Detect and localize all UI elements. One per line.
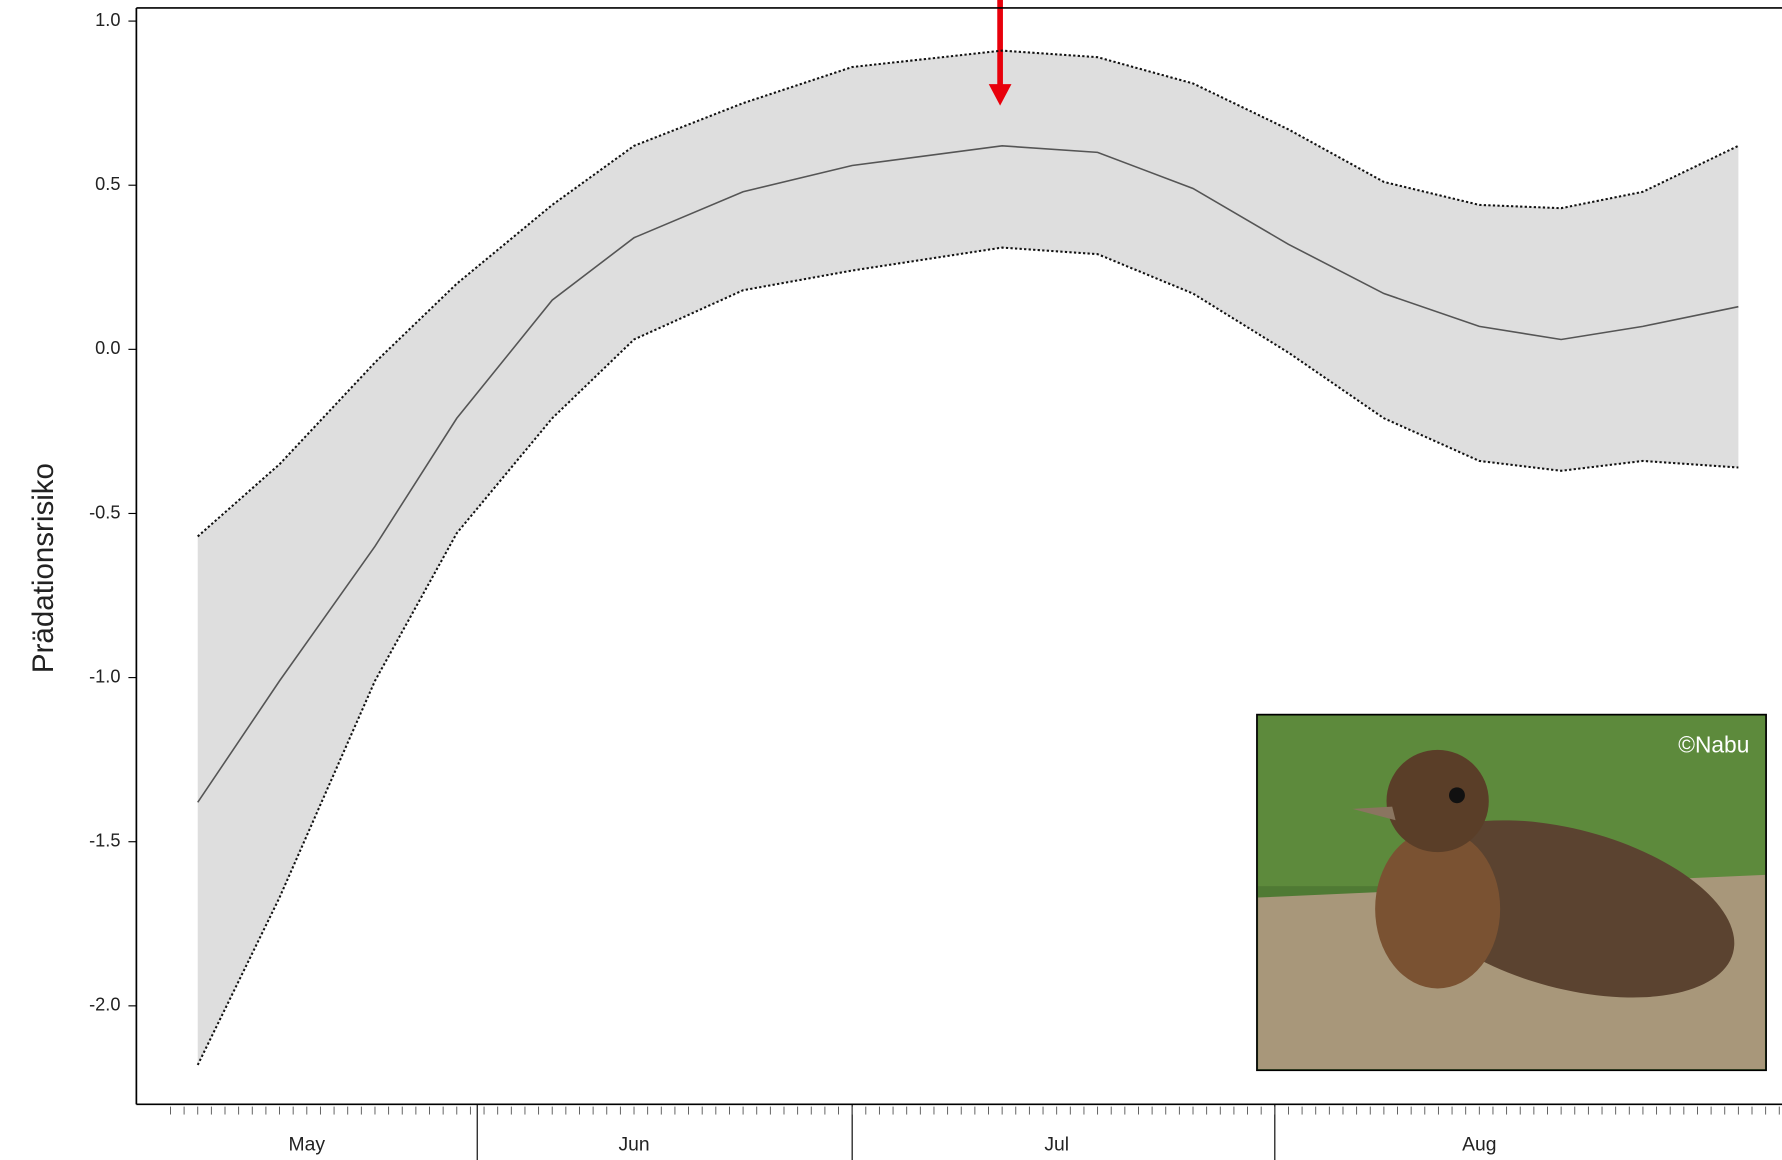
photo-bird-breast — [1375, 829, 1500, 988]
x-tick-label: Aug — [1462, 1134, 1496, 1155]
y-tick-label: -1.5 — [89, 831, 120, 851]
y-tick-label: 1.0 — [95, 10, 120, 30]
y-tick-label: -2.0 — [89, 995, 120, 1015]
page: Prädationsrisiko ©Nabu 1.0 0.5 0.0 -0.5 -1.0… — [0, 0, 1782, 1160]
x-tick-label: May — [289, 1134, 326, 1155]
photo-bird-eye — [1449, 787, 1465, 803]
y-tick-label: 0.5 — [95, 174, 120, 194]
y-tick-label: -0.5 — [89, 502, 120, 522]
photo-credit: ©Nabu — [1678, 731, 1749, 757]
x-tick-label: Jun — [618, 1134, 649, 1155]
y-axis-label: Prädationsrisiko — [27, 463, 60, 673]
y-tick-label: 0.0 — [95, 338, 120, 358]
chart: Prädationsrisiko ©Nabu 1.0 0.5 0.0 -0.5 -1.0… — [0, 0, 1782, 1160]
photo-inset: ©Nabu — [1257, 715, 1766, 1071]
photo-bird-head — [1387, 750, 1489, 852]
y-tick-label: -1.0 — [89, 666, 120, 686]
x-tick-label: Jul — [1044, 1134, 1069, 1155]
